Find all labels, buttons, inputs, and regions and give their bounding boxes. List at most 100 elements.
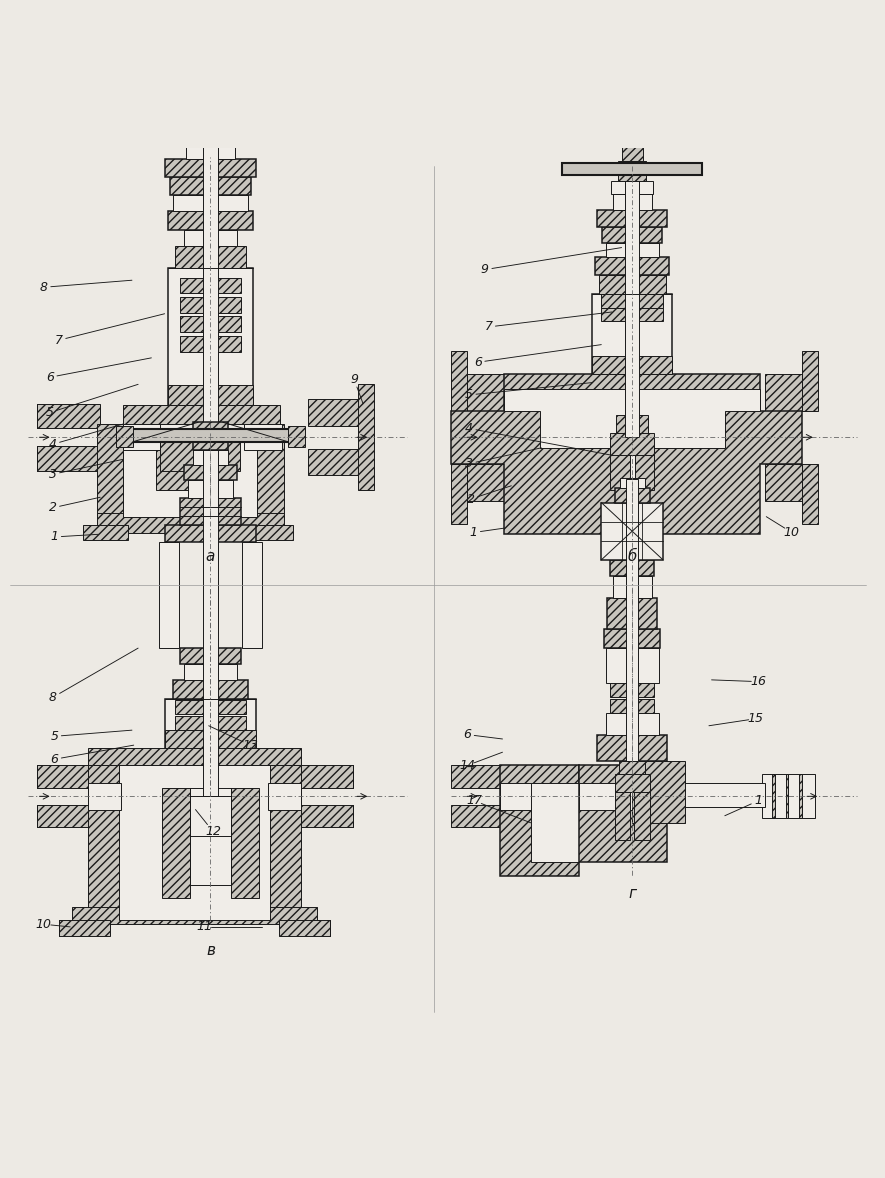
Bar: [204, 450, 218, 796]
Bar: [803, 351, 819, 411]
Text: 1: 1: [754, 794, 762, 807]
Bar: [288, 425, 305, 446]
Bar: [184, 464, 237, 481]
Bar: [123, 424, 160, 450]
Bar: [58, 920, 110, 935]
Bar: [634, 792, 650, 840]
Bar: [775, 774, 789, 819]
Bar: [159, 542, 179, 648]
Bar: [96, 514, 284, 532]
Bar: [308, 399, 361, 425]
Polygon shape: [451, 373, 803, 535]
Bar: [625, 115, 639, 124]
Bar: [620, 478, 644, 489]
Bar: [786, 774, 789, 819]
Bar: [88, 766, 119, 920]
Bar: [302, 805, 352, 827]
Text: 6: 6: [463, 728, 471, 741]
Bar: [614, 774, 650, 792]
Bar: [193, 422, 228, 450]
Bar: [601, 503, 663, 560]
Bar: [632, 783, 765, 807]
Bar: [580, 783, 632, 809]
Bar: [156, 437, 189, 490]
Bar: [616, 415, 648, 432]
Bar: [168, 211, 253, 230]
Bar: [619, 761, 645, 774]
Bar: [605, 243, 658, 257]
Bar: [451, 464, 467, 524]
Bar: [451, 351, 467, 411]
Bar: [191, 86, 230, 104]
Bar: [635, 446, 654, 490]
Bar: [621, 147, 643, 161]
Bar: [610, 683, 654, 696]
Bar: [194, 437, 227, 490]
Bar: [607, 597, 657, 629]
Bar: [184, 230, 237, 246]
Bar: [165, 700, 257, 748]
Bar: [789, 774, 802, 819]
Text: 17: 17: [466, 794, 482, 807]
Text: 15: 15: [748, 713, 764, 726]
Text: 6: 6: [473, 356, 481, 369]
Bar: [175, 716, 246, 730]
Bar: [601, 294, 663, 307]
Bar: [123, 424, 258, 517]
Bar: [604, 629, 660, 648]
Bar: [36, 404, 100, 429]
Text: 3: 3: [465, 457, 473, 470]
Bar: [180, 317, 242, 332]
Bar: [180, 648, 242, 664]
Bar: [612, 193, 651, 210]
Bar: [614, 489, 650, 503]
Bar: [625, 180, 639, 437]
Bar: [36, 766, 88, 788]
Bar: [231, 788, 259, 898]
Text: 9: 9: [350, 373, 358, 386]
Bar: [244, 424, 282, 450]
Bar: [165, 524, 257, 542]
Text: г: г: [628, 886, 636, 901]
Bar: [173, 680, 248, 700]
Bar: [170, 177, 251, 194]
Bar: [610, 432, 654, 455]
Bar: [610, 700, 654, 713]
Bar: [467, 464, 504, 501]
Text: 1: 1: [50, 530, 58, 543]
Bar: [803, 464, 819, 524]
Bar: [203, 126, 219, 437]
Bar: [190, 788, 231, 885]
Text: 5: 5: [50, 730, 58, 743]
Bar: [175, 246, 246, 267]
Bar: [762, 774, 775, 819]
Bar: [186, 141, 235, 159]
Text: 4: 4: [49, 438, 57, 451]
Polygon shape: [504, 389, 760, 518]
Bar: [308, 449, 361, 475]
Bar: [799, 774, 802, 819]
Text: 10: 10: [784, 527, 800, 540]
Bar: [88, 783, 121, 809]
Bar: [165, 730, 257, 748]
Bar: [451, 766, 500, 788]
Bar: [621, 124, 643, 134]
Bar: [605, 713, 658, 735]
Bar: [280, 920, 330, 935]
Bar: [592, 294, 672, 373]
Bar: [184, 126, 237, 141]
Text: 7: 7: [55, 333, 63, 346]
Bar: [119, 766, 271, 920]
Text: 10: 10: [35, 918, 51, 931]
Bar: [531, 783, 580, 862]
Bar: [134, 106, 288, 120]
Bar: [165, 159, 257, 177]
Text: 6: 6: [50, 753, 58, 766]
Bar: [82, 525, 128, 540]
Text: а: а: [206, 549, 215, 564]
Text: 11: 11: [196, 920, 212, 933]
Bar: [614, 792, 630, 840]
Bar: [500, 766, 580, 875]
Bar: [116, 425, 134, 446]
Bar: [162, 788, 190, 898]
